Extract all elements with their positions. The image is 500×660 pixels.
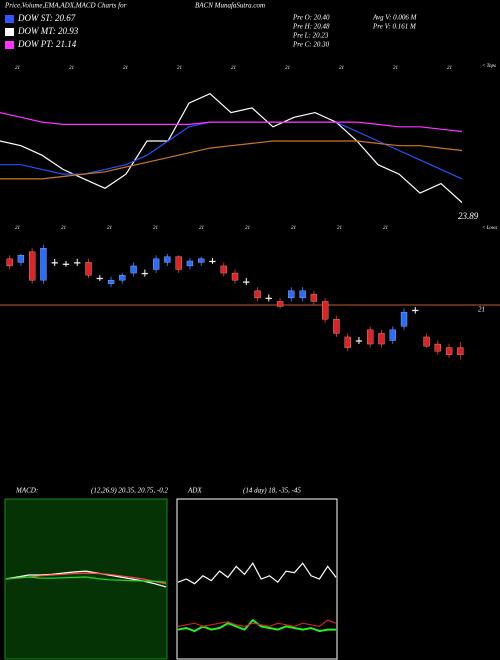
series-line <box>0 140 463 180</box>
candle-body <box>367 329 374 345</box>
date-label: 21 <box>447 66 452 71</box>
candle-body <box>119 275 126 281</box>
candle-body <box>74 262 81 264</box>
candle-body <box>164 256 171 263</box>
candle-body <box>96 277 103 280</box>
date-label: 21 <box>107 226 112 231</box>
panel-subtitle: (12,26,9) 20.35, 20.75, -0.2 <box>91 487 168 495</box>
info-text: Avg V: 0.006 M <box>372 14 418 22</box>
candle-body <box>412 309 419 312</box>
candle-body <box>209 260 216 263</box>
candle-body <box>17 255 25 263</box>
candle-body <box>6 258 13 267</box>
date-label: 21 <box>15 66 20 71</box>
legend-label: DOW MT: 20.93 <box>17 26 79 36</box>
candle-body <box>152 258 160 270</box>
panel-subtitle: (14 day) 18, -35, -45 <box>243 487 301 495</box>
lows-label: < Lows <box>482 226 497 231</box>
panel <box>176 498 338 660</box>
candle-body <box>333 319 340 334</box>
series-line <box>0 112 463 133</box>
date-label: 21 <box>339 66 344 71</box>
date-label: 21 <box>15 226 20 231</box>
series-line <box>177 618 336 633</box>
legend-swatch <box>5 15 14 23</box>
candle-body <box>423 336 430 347</box>
candle-body <box>288 290 295 299</box>
series-line <box>177 562 337 585</box>
candle-body <box>400 311 408 327</box>
date-label: 21 <box>393 66 398 71</box>
candle-body <box>434 343 441 352</box>
candle-body <box>51 262 58 264</box>
candle-body <box>321 301 329 320</box>
candle-body <box>276 301 284 307</box>
candle-body <box>344 336 351 348</box>
date-label: 21 <box>123 66 128 71</box>
candle-body <box>141 272 149 275</box>
level-label: 21 <box>478 306 485 314</box>
date-label: 21 <box>199 226 204 231</box>
date-label: 21 <box>291 226 296 231</box>
candle-body <box>243 281 250 283</box>
series-line <box>5 572 167 585</box>
date-label: 21 <box>69 66 74 71</box>
candle-body <box>175 256 182 270</box>
date-label: 21 <box>383 226 388 231</box>
site-name: BACN MunafaSutra.com <box>195 2 265 10</box>
legend-label: DOW PT: 21.14 <box>17 39 77 49</box>
candle-body <box>220 265 227 274</box>
info-text: Pre H: 20.48 <box>292 23 330 31</box>
low-value-label: 23.89 <box>458 211 479 221</box>
candle-body <box>29 251 36 281</box>
candle-body <box>186 260 194 267</box>
series-line <box>0 92 463 203</box>
date-label: 21 <box>231 66 236 71</box>
candle-body <box>62 263 70 265</box>
candle-body <box>231 272 239 281</box>
series-line <box>177 619 337 628</box>
candle-body <box>445 347 453 355</box>
candle-body <box>254 290 261 299</box>
panel-title: ADX <box>187 487 202 495</box>
info-text: Pre L: 20.23 <box>292 32 329 40</box>
candle-body <box>299 290 306 299</box>
candle-body <box>389 329 396 341</box>
candle-body <box>310 294 318 302</box>
info-text: Pre O: 20.40 <box>292 14 330 22</box>
date-label: 21 <box>61 226 66 231</box>
candle-body <box>40 248 47 281</box>
date-label: 21 <box>245 226 250 231</box>
candle-body <box>85 262 92 276</box>
series-line <box>5 576 167 583</box>
candle-body <box>378 333 385 345</box>
panel-title: MACD: <box>15 487 38 495</box>
legend-swatch <box>5 41 14 49</box>
info-text: Pre C: 20.30 <box>292 41 330 49</box>
date-label: 21 <box>337 226 342 231</box>
date-label: 21 <box>177 66 182 71</box>
legend-swatch <box>5 28 14 36</box>
legend-label: DOW ST: 20.67 <box>17 13 76 23</box>
candle-body <box>198 258 205 263</box>
page-title: Price,Volume,EMA,ADX,MACD Charts for <box>4 2 127 10</box>
candle-body <box>107 279 115 284</box>
tops-label: < Tops <box>482 64 496 69</box>
candle-body <box>265 297 272 300</box>
date-label: 21 <box>153 226 158 231</box>
candle-body <box>130 265 137 274</box>
date-label: 21 <box>285 66 290 71</box>
info-text: Pre V: 0.161 M <box>372 23 417 31</box>
candle-body <box>457 347 464 355</box>
candle-body <box>355 340 363 342</box>
